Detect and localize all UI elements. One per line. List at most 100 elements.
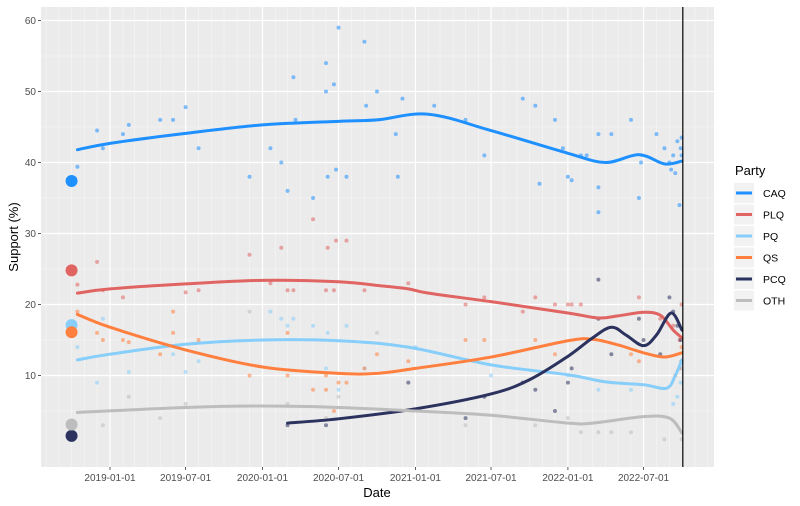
x-tick-label: 2019-07-01 <box>160 473 212 484</box>
data-point-qs <box>285 330 290 335</box>
legend: Party CAQ PLQ PQ QS PCQ OTH <box>734 163 786 311</box>
result-dot-pcq <box>65 429 78 442</box>
data-point-qs <box>533 338 538 342</box>
y-tick-label: 60 <box>25 16 37 27</box>
data-point-plq <box>565 302 570 307</box>
data-point-pcq <box>533 387 538 392</box>
data-point-oth <box>628 430 633 435</box>
data-point-caq <box>520 96 525 101</box>
data-point-oth <box>247 309 252 314</box>
data-point-caq <box>126 122 131 127</box>
data-point-qs <box>636 359 641 364</box>
data-point-qs <box>126 340 131 345</box>
data-point-pq <box>678 380 683 385</box>
x-tick-label: 2021-07-01 <box>465 473 517 484</box>
data-point-qs <box>336 380 341 385</box>
data-point-caq <box>75 164 80 169</box>
result-dot-plq <box>65 264 78 277</box>
x-tick-label: 2019-01-01 <box>84 473 136 484</box>
data-point-caq <box>393 132 398 137</box>
data-point-plq <box>482 295 487 300</box>
y-axis-title: Support (%) <box>6 202 21 271</box>
data-point-pq <box>171 352 176 357</box>
trend-line-qs <box>75 312 684 376</box>
x-tick-label: 2020-07-01 <box>313 473 365 484</box>
data-point-pq <box>95 380 100 385</box>
data-point-pq <box>75 345 80 350</box>
data-point-pq <box>268 309 273 314</box>
data-point-pq <box>628 387 633 392</box>
data-point-plq <box>406 281 411 286</box>
data-point-oth <box>374 330 379 335</box>
y-tick-label: 10 <box>25 371 37 382</box>
data-point-qs <box>285 373 290 378</box>
trend-line-pq <box>75 338 684 391</box>
data-point-plq <box>324 288 329 293</box>
data-point-pq <box>675 394 680 399</box>
data-point-pq <box>336 387 341 392</box>
data-point-plq <box>279 245 284 250</box>
data-point-qs <box>158 352 163 357</box>
data-point-caq <box>671 153 676 158</box>
data-point-caq <box>565 174 570 179</box>
data-point-oth <box>609 430 614 435</box>
legend-label-oth: OTH <box>763 296 785 308</box>
y-tick-label: 40 <box>25 158 37 169</box>
data-point-caq <box>395 174 400 179</box>
data-point-caq <box>285 188 290 193</box>
data-point-oth <box>596 430 601 435</box>
plot-panel <box>41 7 714 467</box>
data-point-pq <box>324 366 329 371</box>
data-point-pcq <box>406 380 411 385</box>
data-point-caq <box>636 196 641 200</box>
data-point-qs <box>171 309 176 314</box>
data-point-qs <box>95 330 100 335</box>
data-point-caq <box>533 103 538 108</box>
data-point-caq <box>596 185 601 190</box>
data-point-caq <box>334 167 339 172</box>
data-point-pq <box>311 323 316 328</box>
data-point-plq <box>569 302 574 307</box>
data-point-oth <box>533 423 538 428</box>
data-point-plq <box>463 302 468 307</box>
data-point-oth <box>158 416 163 421</box>
data-point-pq <box>596 387 601 392</box>
data-point-oth <box>100 423 105 428</box>
data-point-qs <box>463 338 468 342</box>
data-point-pcq <box>667 295 672 300</box>
data-point-caq <box>247 174 252 179</box>
trend-line-caq <box>75 112 684 166</box>
data-point-caq <box>569 178 574 183</box>
data-point-pcq <box>565 380 570 385</box>
data-point-caq <box>324 61 329 66</box>
data-point-caq <box>336 25 341 30</box>
smooth-lines <box>75 112 684 435</box>
trend-line-oth <box>75 404 684 435</box>
axes: 10 20 30 40 50 60 2019-01-01 2019-07-01 2020-01-… <box>25 16 670 484</box>
data-point-qs <box>482 338 487 342</box>
data-point-qs <box>344 380 349 385</box>
data-point-caq <box>654 132 659 137</box>
data-point-pq <box>291 316 296 321</box>
y-tick-label: 30 <box>25 229 37 240</box>
data-point-caq <box>463 117 468 122</box>
data-point-caq <box>678 146 683 151</box>
data-point-pcq <box>324 423 329 428</box>
data-point-caq <box>331 82 336 87</box>
result-dot-caq <box>65 174 78 187</box>
data-point-caq <box>596 210 601 215</box>
data-point-pq <box>126 369 131 374</box>
data-point-plq <box>196 288 201 293</box>
data-point-qs <box>171 330 176 335</box>
data-point-caq <box>158 117 163 122</box>
data-point-plq <box>636 295 641 300</box>
legend-label-caq: CAQ <box>763 188 786 200</box>
data-point-oth <box>578 430 583 435</box>
data-point-qs <box>331 409 336 413</box>
data-point-pcq <box>609 352 614 357</box>
data-point-pq <box>325 330 330 335</box>
data-point-caq <box>362 39 367 44</box>
data-point-plq <box>325 245 330 250</box>
